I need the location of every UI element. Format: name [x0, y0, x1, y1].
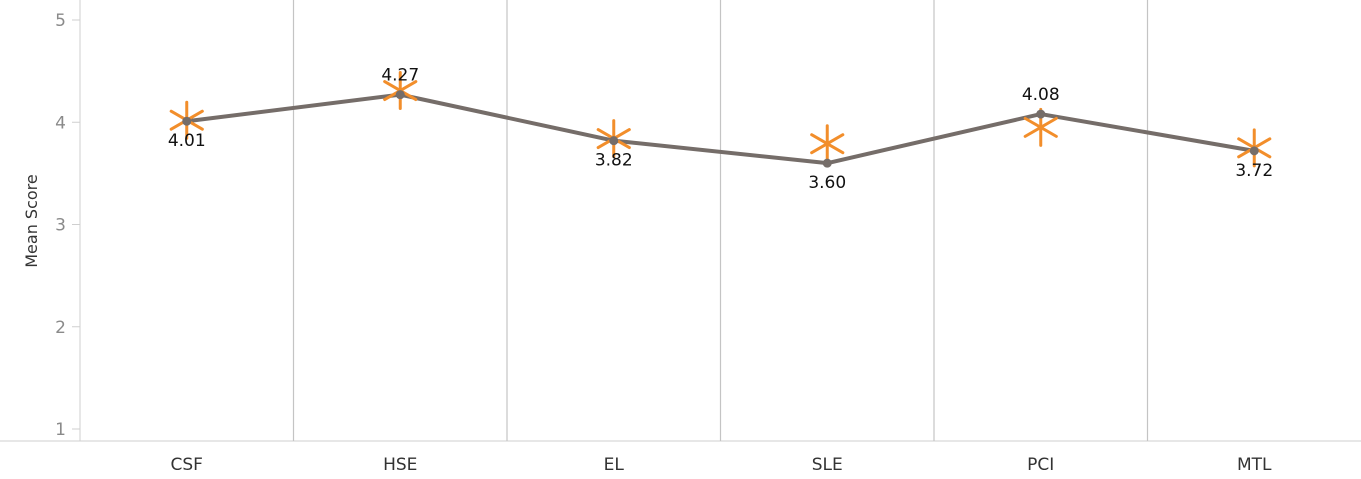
- data-label: 3.82: [595, 151, 633, 171]
- data-point: [609, 136, 619, 146]
- data-label: 4.08: [1022, 85, 1060, 105]
- y-tick-label: 3: [55, 216, 66, 236]
- asterisk-stroke: [1023, 116, 1058, 138]
- y-tick-label: 4: [55, 113, 66, 133]
- x-tick-label: EL: [604, 455, 625, 475]
- data-label: 3.72: [1235, 161, 1273, 181]
- y-tick-label: 5: [55, 11, 66, 31]
- data-point: [1249, 146, 1259, 156]
- x-tick-label: HSE: [383, 455, 417, 475]
- x-tick-label: MTL: [1237, 455, 1272, 475]
- asterisk-marker: [810, 124, 845, 164]
- y-axis: 1 2 3 4 5: [55, 11, 80, 440]
- series-line-mean-score: [184, 92, 1257, 166]
- x-tick-label: PCI: [1027, 455, 1054, 475]
- data-point: [1036, 109, 1046, 119]
- asterisk-stroke: [810, 133, 845, 155]
- series-line: [184, 92, 1257, 166]
- data-labels: 4.01 4.27 3.82 3.60 4.08 3.72: [168, 66, 1273, 194]
- x-axis: CSF HSE EL SLE PCI MTL: [171, 455, 1273, 475]
- data-point: [395, 90, 405, 100]
- data-point: [182, 116, 192, 126]
- grid-lines: [0, 0, 1361, 442]
- y-axis-label: Mean Score: [22, 174, 41, 268]
- data-label: 4.27: [381, 66, 419, 86]
- data-point: [822, 158, 832, 168]
- dot-markers: [182, 90, 1259, 168]
- data-label: 3.60: [808, 173, 846, 193]
- y-tick-label: 1: [55, 420, 66, 440]
- x-tick-label: CSF: [171, 455, 203, 475]
- x-tick-label: SLE: [812, 455, 843, 475]
- y-tick-label: 2: [55, 318, 66, 338]
- data-label: 4.01: [168, 131, 206, 151]
